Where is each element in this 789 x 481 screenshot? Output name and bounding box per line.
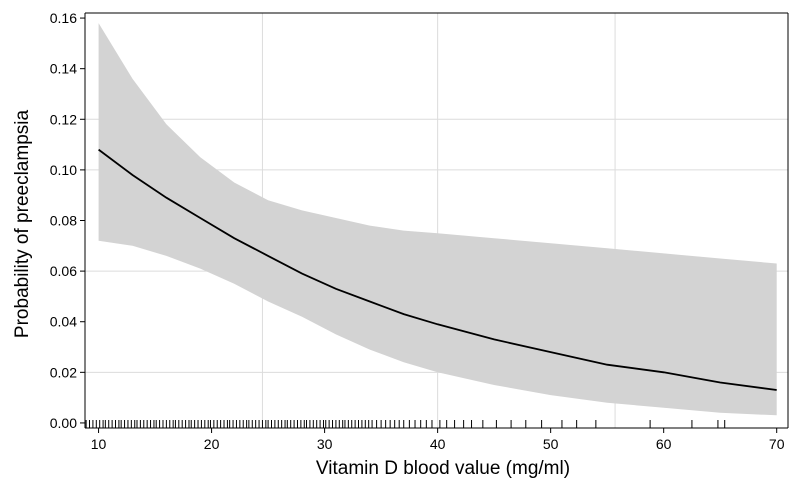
x-tick-label-4: 50 <box>543 436 559 452</box>
y-tick-label-0: 0.00 <box>50 415 77 431</box>
y-tick-label-8: 0.16 <box>50 10 77 26</box>
axes <box>84 12 789 429</box>
x-tick-label-2: 30 <box>317 436 333 452</box>
y-axis-title: Probability of preeclampsia <box>12 110 33 339</box>
rug-marks <box>85 420 726 428</box>
confidence-band <box>98 23 777 416</box>
probability-line-layer <box>98 148 777 391</box>
x-ticks: 10 20 30 40 50 60 70 <box>91 428 785 452</box>
y-tick-label-1: 0.02 <box>50 364 77 380</box>
x-tick-label-5: 60 <box>656 436 672 452</box>
y-tick-label-6: 0.12 <box>50 111 77 127</box>
y-tick-label-5: 0.10 <box>50 162 77 178</box>
x-axis-title: Vitamin D blood value (mg/ml) <box>316 458 570 479</box>
x-tick-label-3: 40 <box>430 436 446 452</box>
y-tick-label-3: 0.06 <box>50 263 77 279</box>
x-tick-label-1: 20 <box>204 436 220 452</box>
x-tick-label-0: 10 <box>91 436 107 452</box>
y-tick-label-4: 0.08 <box>50 213 77 229</box>
confidence-band-layer <box>98 23 777 416</box>
x-tick-label-6: 70 <box>769 436 785 452</box>
probability-line <box>98 148 777 391</box>
y-tick-label-7: 0.14 <box>50 61 77 77</box>
y-ticks: 0.00 0.02 0.04 0.06 0.08 0.10 0.12 0.14 0.16 <box>50 10 85 431</box>
y-tick-label-2: 0.04 <box>50 314 77 330</box>
